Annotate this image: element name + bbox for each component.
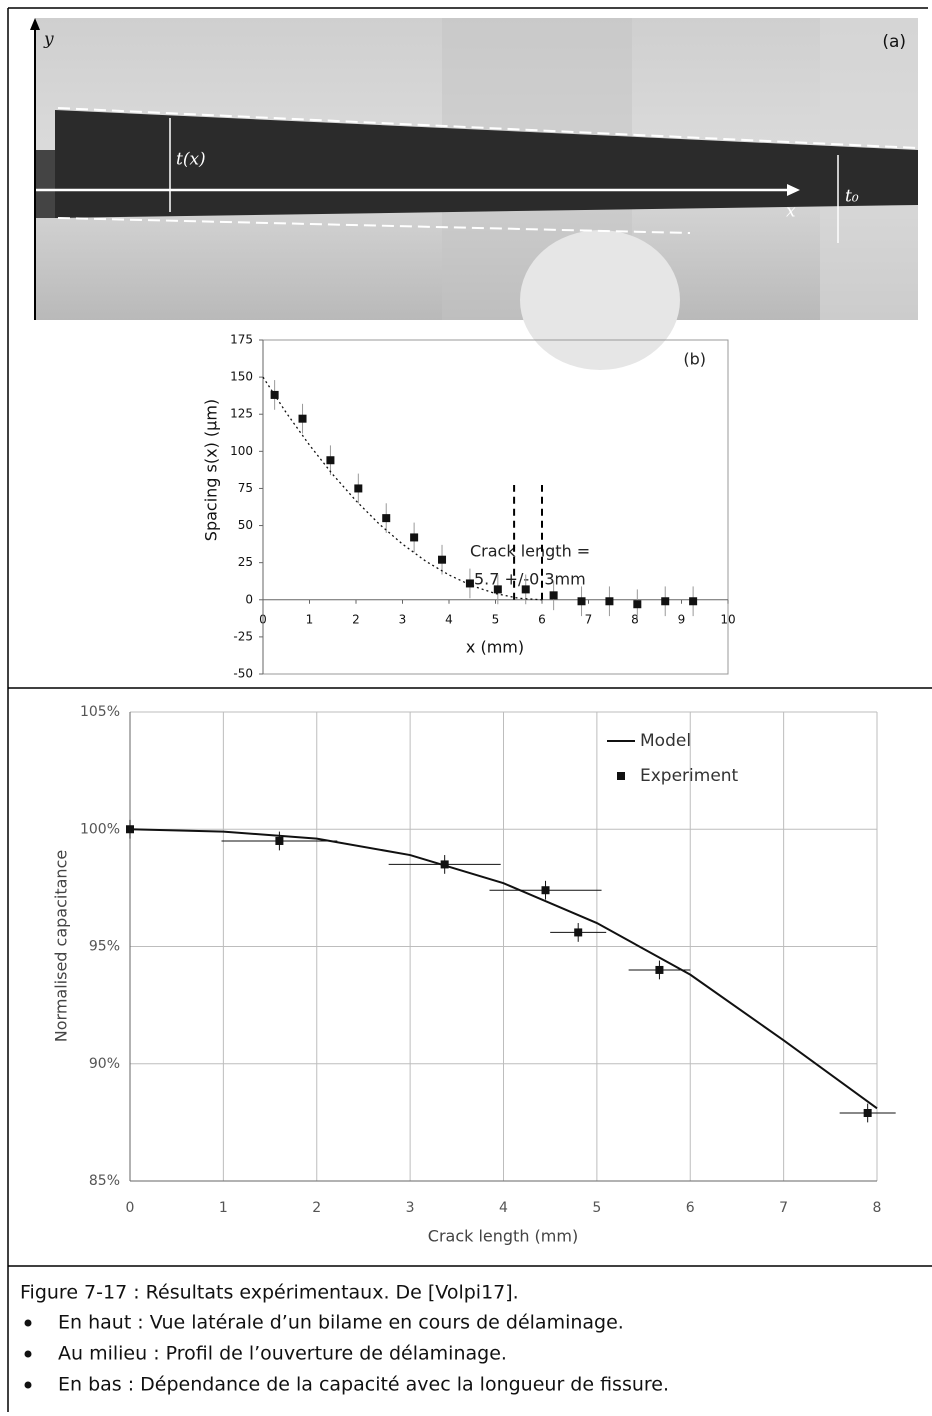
data-point — [298, 414, 307, 423]
x-tick-label: 4 — [499, 1200, 508, 1216]
caption-item: Au milieu : Profil de l’ouverture de dél… — [58, 1343, 507, 1365]
data-point — [689, 597, 698, 606]
data-point — [863, 1108, 872, 1117]
x-tick-label: 10 — [720, 612, 735, 626]
data-point — [275, 836, 284, 845]
data-point — [493, 585, 502, 594]
data-point — [465, 579, 474, 588]
x-tick-label: 5 — [592, 1200, 601, 1216]
data-point — [438, 555, 447, 564]
y-tick-label: 105% — [80, 704, 120, 720]
data-point — [655, 965, 664, 974]
x-tick-label: 1 — [219, 1200, 228, 1216]
x-tick-label: 7 — [585, 612, 593, 626]
y-tick-label: 85% — [89, 1173, 120, 1189]
caption-item: En bas : Dépendance de la capacité avec … — [58, 1374, 669, 1396]
photo-annotation: t(x) — [176, 150, 206, 170]
y-tick-label: 150 — [230, 370, 253, 384]
y-tick-label: -50 — [233, 667, 253, 681]
y-tick-label: -25 — [233, 629, 253, 643]
y-tick-label: 95% — [89, 939, 120, 955]
x-tick-label: 6 — [538, 612, 546, 626]
data-point — [577, 597, 586, 606]
photo-annotation: x — [786, 202, 796, 222]
x-axis-label: x (mm) — [466, 638, 524, 657]
x-tick-label: 3 — [406, 1200, 415, 1216]
x-tick-label: 6 — [686, 1200, 695, 1216]
data-point — [541, 886, 550, 895]
photo-axis-label: y — [43, 30, 54, 50]
legend-label: Model — [640, 731, 691, 751]
photo: y t(x) x t₀ (a) — [30, 18, 919, 370]
data-point — [126, 825, 134, 834]
y-tick-label: 25 — [238, 555, 253, 569]
x-tick-label: 2 — [312, 1200, 321, 1216]
y-tick-label: 0 — [245, 592, 253, 606]
y-tick-label: 100 — [230, 444, 253, 458]
data-point — [326, 456, 335, 465]
y-tick-label: 90% — [89, 1056, 120, 1072]
photo-annotation: t₀ — [845, 187, 859, 207]
data-point — [440, 860, 449, 869]
x-tick-label: 8 — [631, 612, 639, 626]
data-point — [410, 533, 419, 542]
data-point — [574, 928, 583, 937]
fit-curve — [262, 376, 543, 601]
frame — [7, 7, 932, 1412]
data-point — [633, 600, 642, 609]
caption-title: Figure 7-17 : Résultats expérimentaux. D… — [20, 1282, 519, 1304]
x-axis-label: Crack length (mm) — [428, 1227, 578, 1246]
y-axis-label: Normalised capacitance — [52, 850, 71, 1042]
x-tick-label: 7 — [779, 1200, 788, 1216]
legend-label: Experiment — [640, 766, 739, 786]
x-tick-label: 1 — [306, 612, 314, 626]
annotation: 5.7 +/-0.3mm — [474, 570, 586, 589]
annotation: Crack length = — [470, 542, 590, 561]
x-tick-label: 0 — [126, 1200, 135, 1216]
caption-item: En haut : Vue latérale d’un bilame en co… — [58, 1312, 624, 1334]
x-tick-label: 4 — [445, 612, 453, 626]
y-tick-label: 50 — [238, 518, 253, 532]
data-point — [549, 591, 558, 600]
data-point — [661, 597, 670, 606]
x-tick-label: 3 — [399, 612, 407, 626]
caption-list: En haut : Vue latérale d’un bilame en co… — [24, 1312, 669, 1396]
x-tick-label: 9 — [678, 612, 686, 626]
data-point — [354, 484, 363, 493]
data-point — [605, 597, 614, 606]
x-tick-label: 2 — [352, 612, 360, 626]
y-axis-label: Spacing s(x) (µm) — [202, 399, 221, 541]
data-point — [521, 585, 530, 594]
y-tick-label: 100% — [80, 821, 120, 837]
panel-label: (a) — [882, 32, 906, 52]
x-tick-label: 8 — [873, 1200, 882, 1216]
model-curve — [129, 828, 878, 1110]
legend-marker — [617, 772, 625, 780]
data-point — [382, 514, 391, 523]
y-tick-label: 75 — [238, 481, 253, 495]
y-tick-label: 125 — [230, 407, 253, 421]
panel-label: (b) — [683, 350, 706, 369]
x-tick-label: 5 — [492, 612, 500, 626]
y-tick-label: 175 — [230, 333, 253, 347]
